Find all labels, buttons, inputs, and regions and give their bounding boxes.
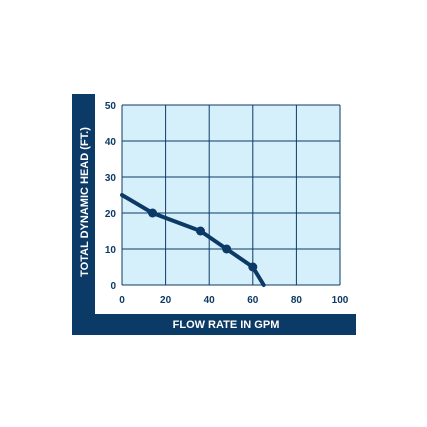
y-tick-label: 0	[110, 281, 116, 292]
x-tick-label: 60	[247, 295, 259, 306]
x-tick-label: 40	[204, 295, 216, 306]
gridlines	[121, 104, 341, 286]
x-tick-label: 100	[332, 295, 349, 306]
data-point	[222, 244, 232, 254]
plot-area	[122, 105, 340, 285]
x-tick-label: 0	[119, 295, 125, 306]
x-axis-title-bar	[72, 314, 356, 335]
y-tick-label: 10	[105, 245, 117, 256]
y-tick-label: 50	[105, 101, 117, 112]
y-tick-label: 30	[105, 173, 117, 184]
series-group	[120, 193, 266, 287]
data-point	[195, 226, 205, 236]
y-tick-label: 20	[105, 209, 117, 220]
x-tick-labels: 0 20 40 60 80 100	[119, 295, 349, 306]
y-tick-labels: 0 10 20 30 40 50	[105, 101, 117, 292]
y-axis-title-bar	[72, 94, 95, 335]
data-point	[148, 208, 158, 218]
x-tick-label: 20	[160, 295, 172, 306]
y-tick-label: 40	[105, 137, 117, 148]
data-point	[248, 262, 258, 272]
x-tick-label: 80	[291, 295, 303, 306]
x-axis-title: FLOW RATE IN GPM	[173, 319, 280, 331]
y-axis-title: TOTAL DYNAMIC HEAD (FT.)	[79, 127, 91, 277]
